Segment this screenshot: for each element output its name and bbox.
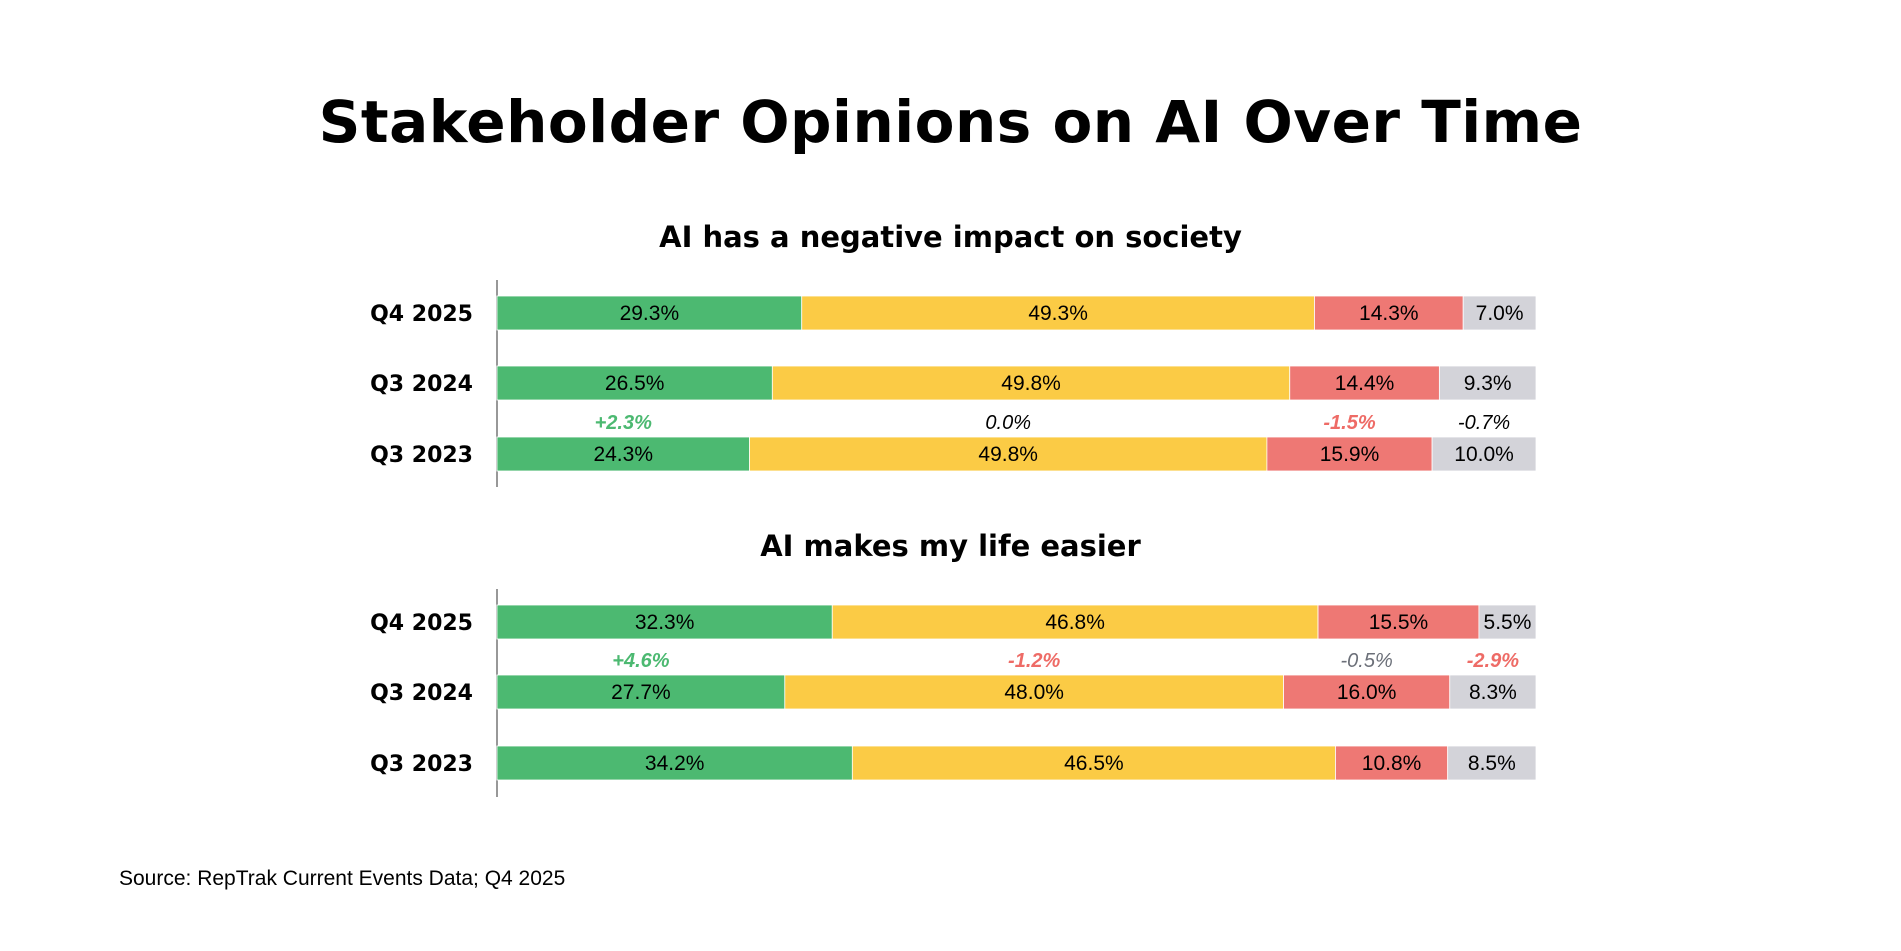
- data-label: 14.3%: [1359, 302, 1419, 325]
- row-label: Q4 2025: [370, 611, 473, 636]
- row-label: Q3 2023: [370, 752, 473, 777]
- row-label: Q3 2023: [370, 443, 473, 468]
- bar-segment: [1447, 745, 1537, 781]
- bar-segment: [1283, 674, 1451, 710]
- data-label: 8.3%: [1469, 681, 1517, 704]
- data-label: 24.3%: [593, 443, 653, 466]
- data-label: 10.0%: [1454, 443, 1514, 466]
- bar-segment: [1266, 436, 1433, 472]
- data-label: 27.7%: [611, 681, 671, 704]
- bar-segment: [1462, 295, 1537, 331]
- data-label: 14.4%: [1335, 372, 1395, 395]
- bar-segment: [801, 295, 1315, 331]
- chart-2-title: AI makes my life easier: [760, 529, 1141, 563]
- bar-segment: [496, 674, 786, 710]
- delta-label: -1.2%: [1008, 650, 1060, 672]
- data-label: 49.8%: [978, 443, 1038, 466]
- delta-label: -0.7%: [1458, 412, 1510, 434]
- data-label: 15.5%: [1369, 611, 1429, 634]
- bar-segment: [831, 604, 1319, 640]
- data-label: 32.3%: [635, 611, 695, 634]
- data-label: 8.5%: [1468, 752, 1516, 775]
- delta-label: +4.6%: [612, 650, 669, 672]
- bar-segment: [496, 436, 750, 472]
- row-label: Q3 2024: [370, 372, 473, 397]
- data-label: 49.8%: [1001, 372, 1061, 395]
- delta-label: -1.5%: [1323, 412, 1375, 434]
- bar-segment: [1317, 604, 1480, 640]
- bar-segment: [1335, 745, 1449, 781]
- row-label: Q4 2025: [370, 302, 473, 327]
- page-title: Stakeholder Opinions on AI Over Time: [318, 88, 1583, 156]
- data-label: 10.8%: [1362, 752, 1422, 775]
- delta-label: +2.3%: [595, 412, 652, 434]
- data-label: 9.3%: [1464, 372, 1512, 395]
- bar-segment: [749, 436, 1268, 472]
- data-label: 16.0%: [1337, 681, 1397, 704]
- data-label: 48.0%: [1004, 681, 1064, 704]
- data-label: 29.3%: [620, 302, 680, 325]
- data-label: 5.5%: [1484, 611, 1532, 634]
- data-label: 49.3%: [1028, 302, 1088, 325]
- data-label: 46.5%: [1064, 752, 1124, 775]
- bar-segment: [1449, 674, 1537, 710]
- bar-segment: [1289, 365, 1440, 401]
- delta-label: -2.9%: [1467, 650, 1519, 672]
- bar-segment: [1314, 295, 1464, 331]
- data-label: 7.0%: [1476, 302, 1524, 325]
- bar-segment: [771, 365, 1291, 401]
- data-label: 34.2%: [645, 752, 705, 775]
- data-label: 46.8%: [1045, 611, 1105, 634]
- bar-segment: [784, 674, 1284, 710]
- data-label: 26.5%: [605, 372, 665, 395]
- bar-segment: [1478, 604, 1537, 640]
- bar-segment: [496, 604, 833, 640]
- source-note: Source: RepTrak Current Events Data; Q4 …: [119, 867, 566, 890]
- data-label: 15.9%: [1320, 443, 1380, 466]
- bar-segment: [496, 745, 853, 781]
- chart-1-title: AI has a negative impact on society: [659, 220, 1242, 254]
- bar-segment: [851, 745, 1336, 781]
- bar-segment: [1438, 365, 1537, 401]
- bar-segment: [496, 365, 773, 401]
- row-label: Q3 2024: [370, 681, 473, 706]
- delta-label: 0.0%: [985, 412, 1031, 434]
- bar-segment: [1431, 436, 1537, 472]
- delta-label: -0.5%: [1341, 650, 1393, 672]
